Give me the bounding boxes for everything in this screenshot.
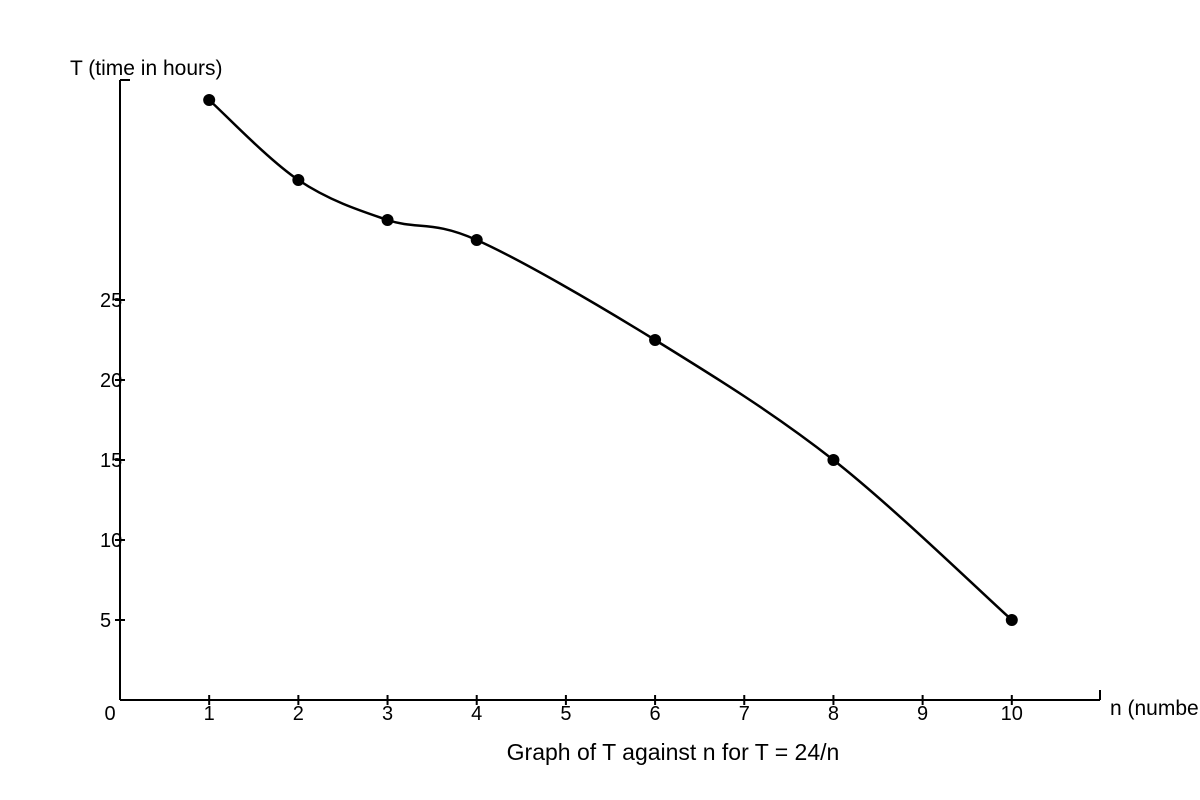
y-axis-label: T (time in hours) xyxy=(70,57,223,80)
x-tick-label: 5 xyxy=(560,703,571,725)
y-ticks: 5 10 15 20 25 xyxy=(100,290,125,632)
origin-label: 0 xyxy=(104,703,115,725)
x-tick-label: 3 xyxy=(382,703,393,725)
y-tick-label: 5 xyxy=(100,610,111,632)
data-point xyxy=(292,174,305,186)
x-tick-label: 6 xyxy=(650,703,661,725)
x-tick-label: 4 xyxy=(471,703,482,725)
axes xyxy=(119,79,1101,701)
y-tick-label: 15 xyxy=(100,450,122,472)
x-tick-label: 9 xyxy=(917,703,928,725)
data-point xyxy=(203,94,216,106)
x-tick-label: 2 xyxy=(293,703,304,725)
x-tick-label: 8 xyxy=(828,703,839,725)
y-tick-label: 10 xyxy=(100,530,122,552)
y-tick-label: 20 xyxy=(100,370,122,392)
data-point xyxy=(649,334,662,346)
chart-title: Graph of T against n for T = 24/n xyxy=(507,739,840,765)
data-point xyxy=(1005,614,1018,626)
series-layer xyxy=(203,94,1018,626)
series-line xyxy=(208,99,1013,621)
data-point xyxy=(381,214,394,226)
y-tick-label: 25 xyxy=(100,290,122,312)
x-tick-label: 1 xyxy=(204,703,215,725)
data-point xyxy=(827,454,840,466)
x-axis-label: n (number of workers) xyxy=(1110,697,1200,720)
data-point xyxy=(470,234,483,246)
x-tick-label: 7 xyxy=(739,703,750,725)
x-tick-label: 10 xyxy=(1001,703,1023,725)
x-ticks: 1 2 3 4 5 6 7 8 9 10 xyxy=(204,695,1023,725)
